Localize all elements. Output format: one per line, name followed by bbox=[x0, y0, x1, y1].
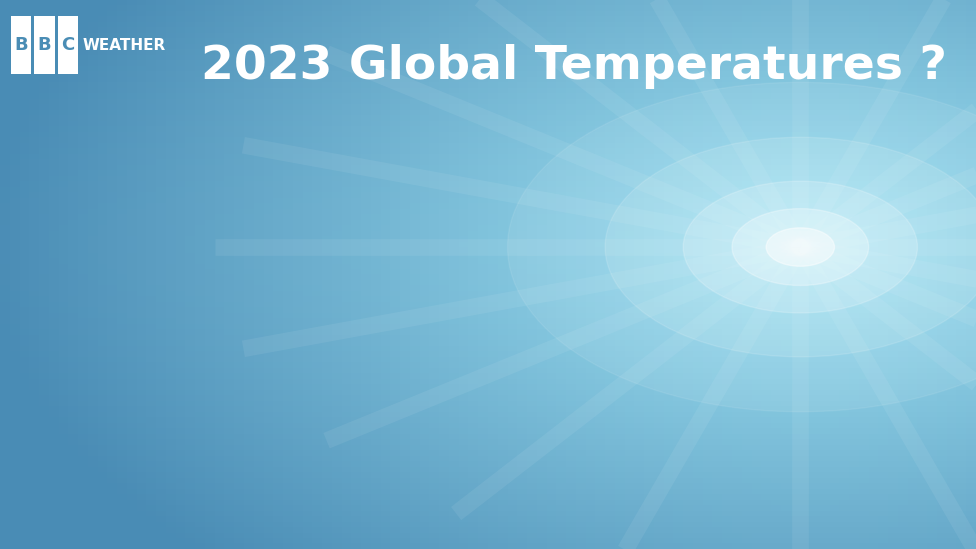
Circle shape bbox=[766, 228, 834, 266]
Text: B: B bbox=[15, 36, 27, 54]
Circle shape bbox=[683, 181, 917, 313]
Bar bbox=[34, 16, 55, 74]
Bar bbox=[58, 16, 78, 74]
Text: WEATHER: WEATHER bbox=[83, 38, 166, 53]
Text: B: B bbox=[38, 36, 51, 54]
Bar bbox=[11, 16, 31, 74]
Text: 2023 Global Temperatures ?: 2023 Global Temperatures ? bbox=[201, 44, 947, 89]
Text: C: C bbox=[61, 36, 74, 54]
Circle shape bbox=[732, 209, 869, 285]
Circle shape bbox=[605, 137, 976, 357]
Circle shape bbox=[508, 82, 976, 412]
